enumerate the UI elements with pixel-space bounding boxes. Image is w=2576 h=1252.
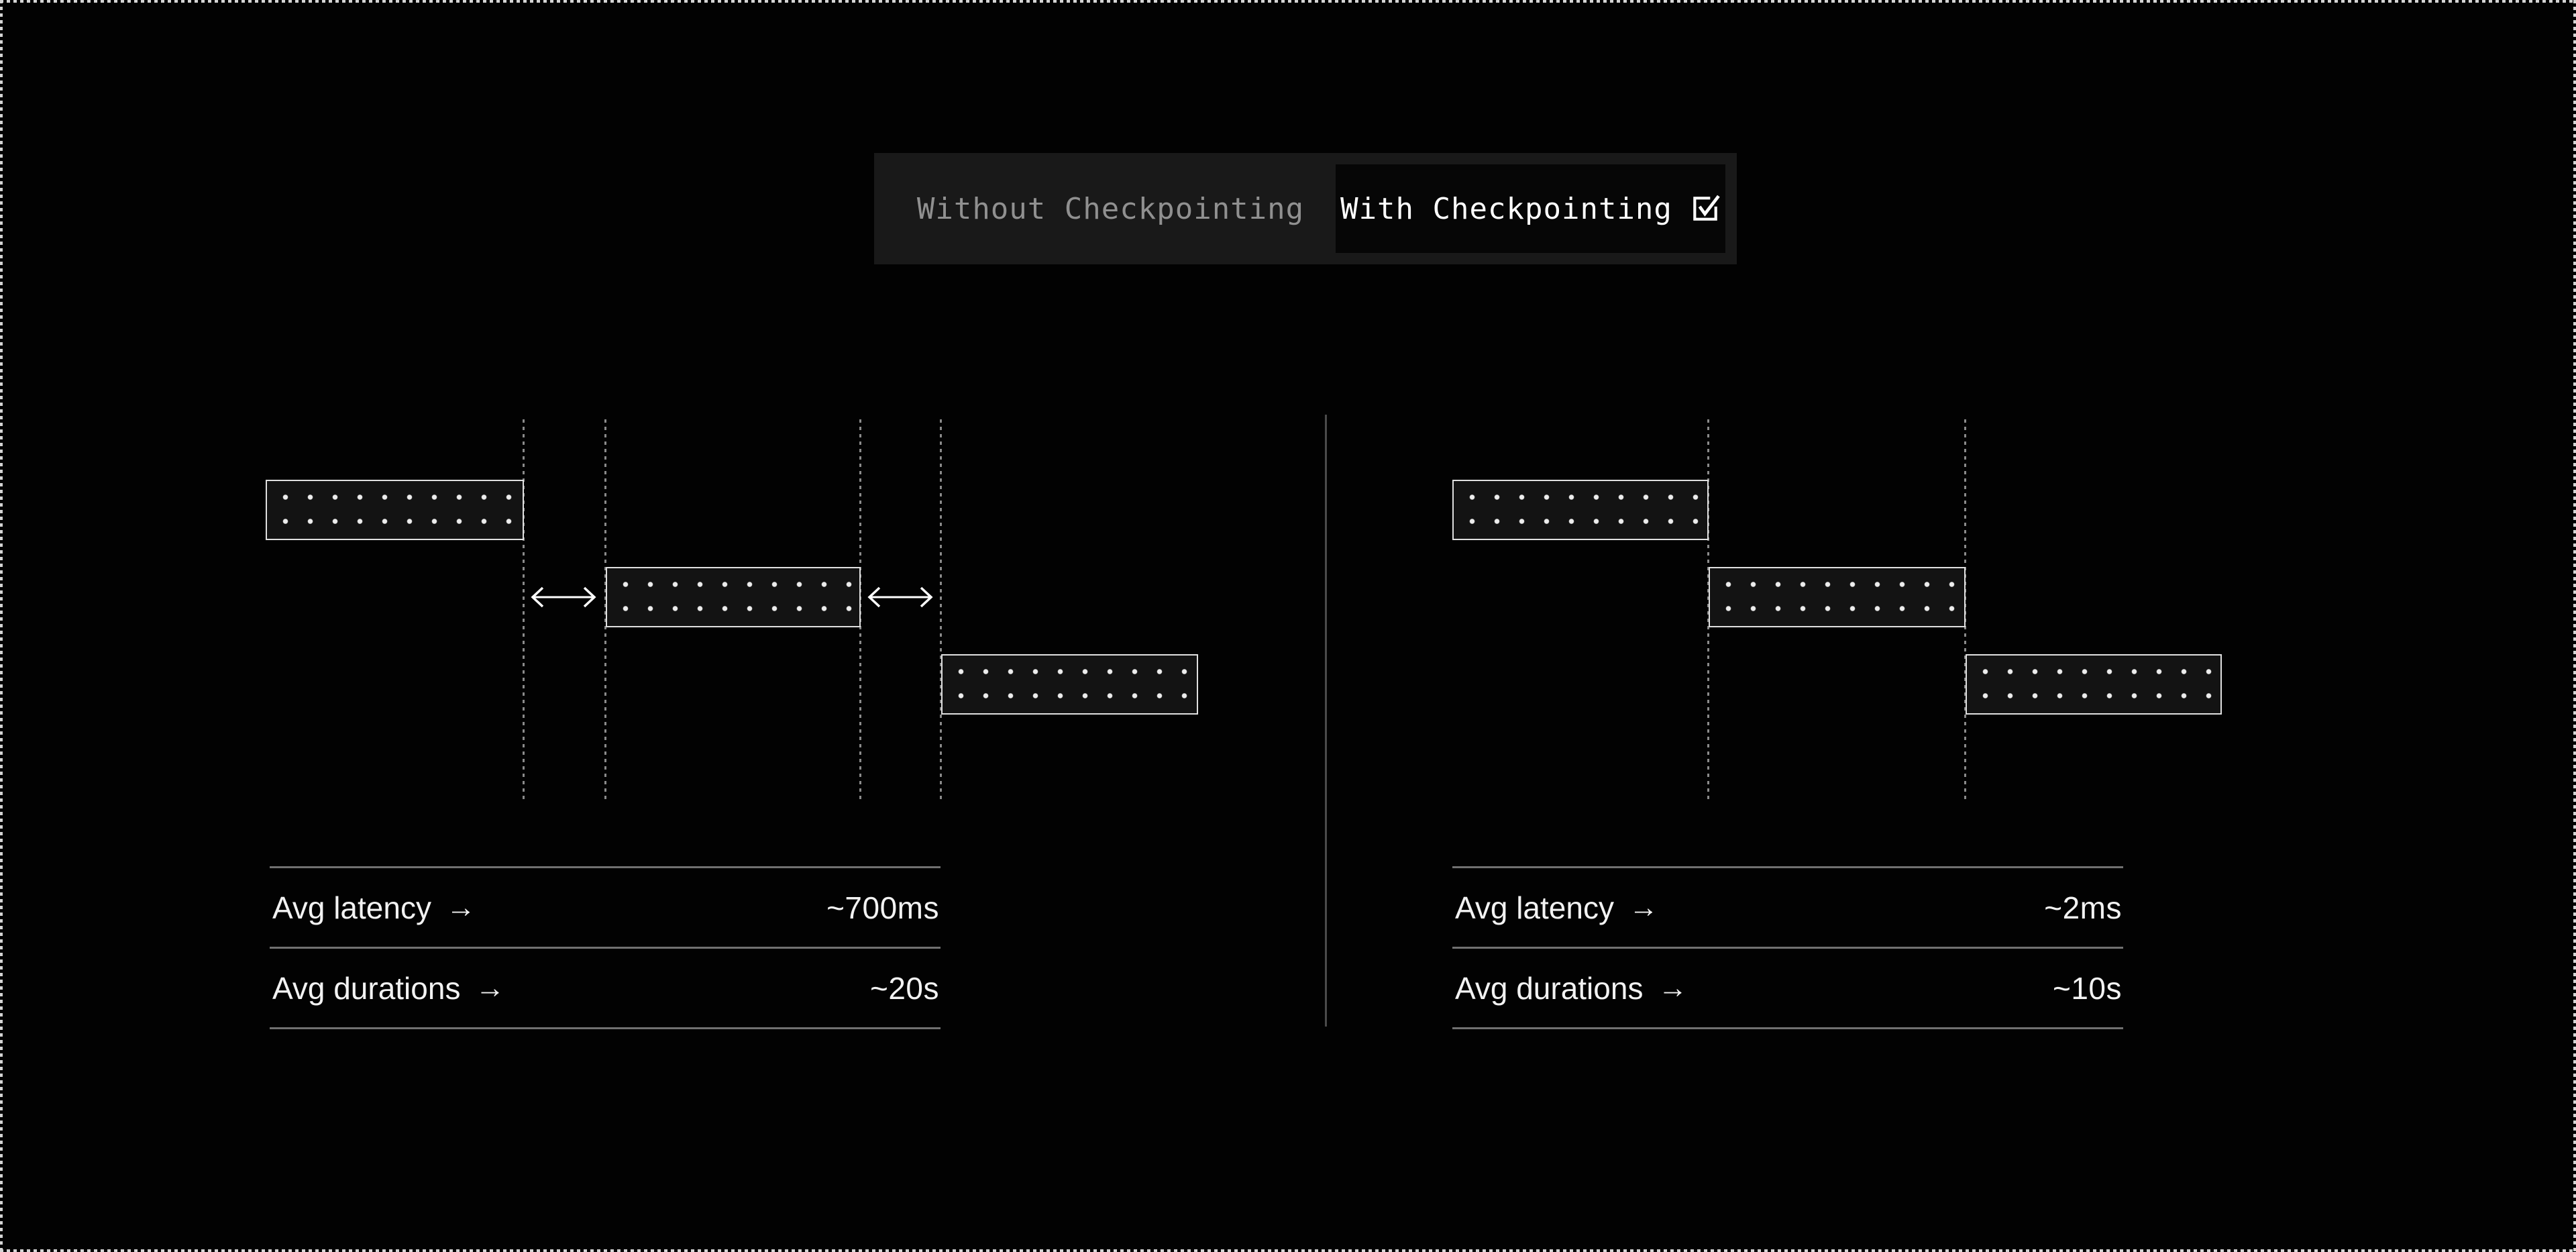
guide-line — [1707, 419, 1709, 800]
stats-row-avg-durations: Avg durations → ~10s — [1452, 947, 2123, 1027]
stat-label: Avg durations → — [1452, 970, 1687, 1006]
stat-value: ~10s — [2052, 970, 2122, 1006]
stat-label-text: Avg latency — [1455, 890, 1614, 925]
page-border-top — [0, 0, 2576, 3]
stat-value: ~20s — [869, 970, 939, 1006]
toggle-option-without-checkpointing[interactable]: Without Checkpointing — [885, 164, 1336, 253]
stats-row-avg-latency: Avg latency → ~700ms — [270, 866, 941, 947]
latency-gap-arrow — [529, 582, 598, 612]
checkbox-checked-icon — [1693, 195, 1720, 221]
task-bar-3 — [941, 654, 1198, 715]
stat-value: ~2ms — [2044, 890, 2122, 925]
task-bar-3 — [1966, 654, 2222, 715]
page-border-bottom — [0, 1249, 2576, 1252]
stat-label-text: Avg durations — [1455, 970, 1644, 1006]
checkpointing-toggle: Without Checkpointing With Checkpointing — [874, 153, 1737, 264]
arrow-right-icon: → — [445, 890, 476, 924]
task-bar-1 — [1452, 480, 1709, 540]
task-bar-1 — [266, 480, 524, 540]
page-border-right — [2573, 0, 2576, 1252]
guide-line — [523, 419, 525, 800]
stat-label: Avg latency → — [270, 890, 476, 926]
stats-row-avg-latency: Avg latency → ~2ms — [1452, 866, 2123, 947]
stat-label: Avg latency → — [1452, 890, 1658, 926]
latency-gap-arrow — [865, 582, 935, 612]
panel-divider — [1325, 415, 1327, 1027]
timeline-without-checkpointing — [266, 411, 1198, 802]
guide-line — [940, 419, 942, 800]
stat-value: ~700ms — [826, 890, 939, 925]
arrow-right-icon: → — [475, 971, 505, 1004]
toggle-option-with-checkpointing[interactable]: With Checkpointing — [1336, 164, 1725, 253]
stat-label: Avg durations → — [270, 970, 504, 1006]
task-bar-2 — [1709, 567, 1966, 627]
stat-label-text: Avg latency — [272, 890, 431, 925]
guide-line — [604, 419, 606, 800]
task-bar-2 — [606, 567, 861, 627]
timeline-with-checkpointing — [1452, 411, 2385, 802]
stats-row-avg-durations: Avg durations → ~20s — [270, 947, 941, 1027]
toggle-option-label: With Checkpointing — [1340, 191, 1672, 226]
stats-table-with-checkpointing: Avg latency → ~2ms Avg durations → ~10s — [1452, 866, 2123, 1029]
arrow-right-icon: → — [1658, 971, 1688, 1004]
page-border-left — [0, 0, 3, 1252]
arrow-right-icon: → — [1628, 890, 1658, 924]
stat-label-text: Avg durations — [272, 970, 461, 1006]
toggle-option-label: Without Checkpointing — [916, 191, 1305, 226]
stats-table-without-checkpointing: Avg latency → ~700ms Avg durations → ~20… — [270, 866, 941, 1029]
